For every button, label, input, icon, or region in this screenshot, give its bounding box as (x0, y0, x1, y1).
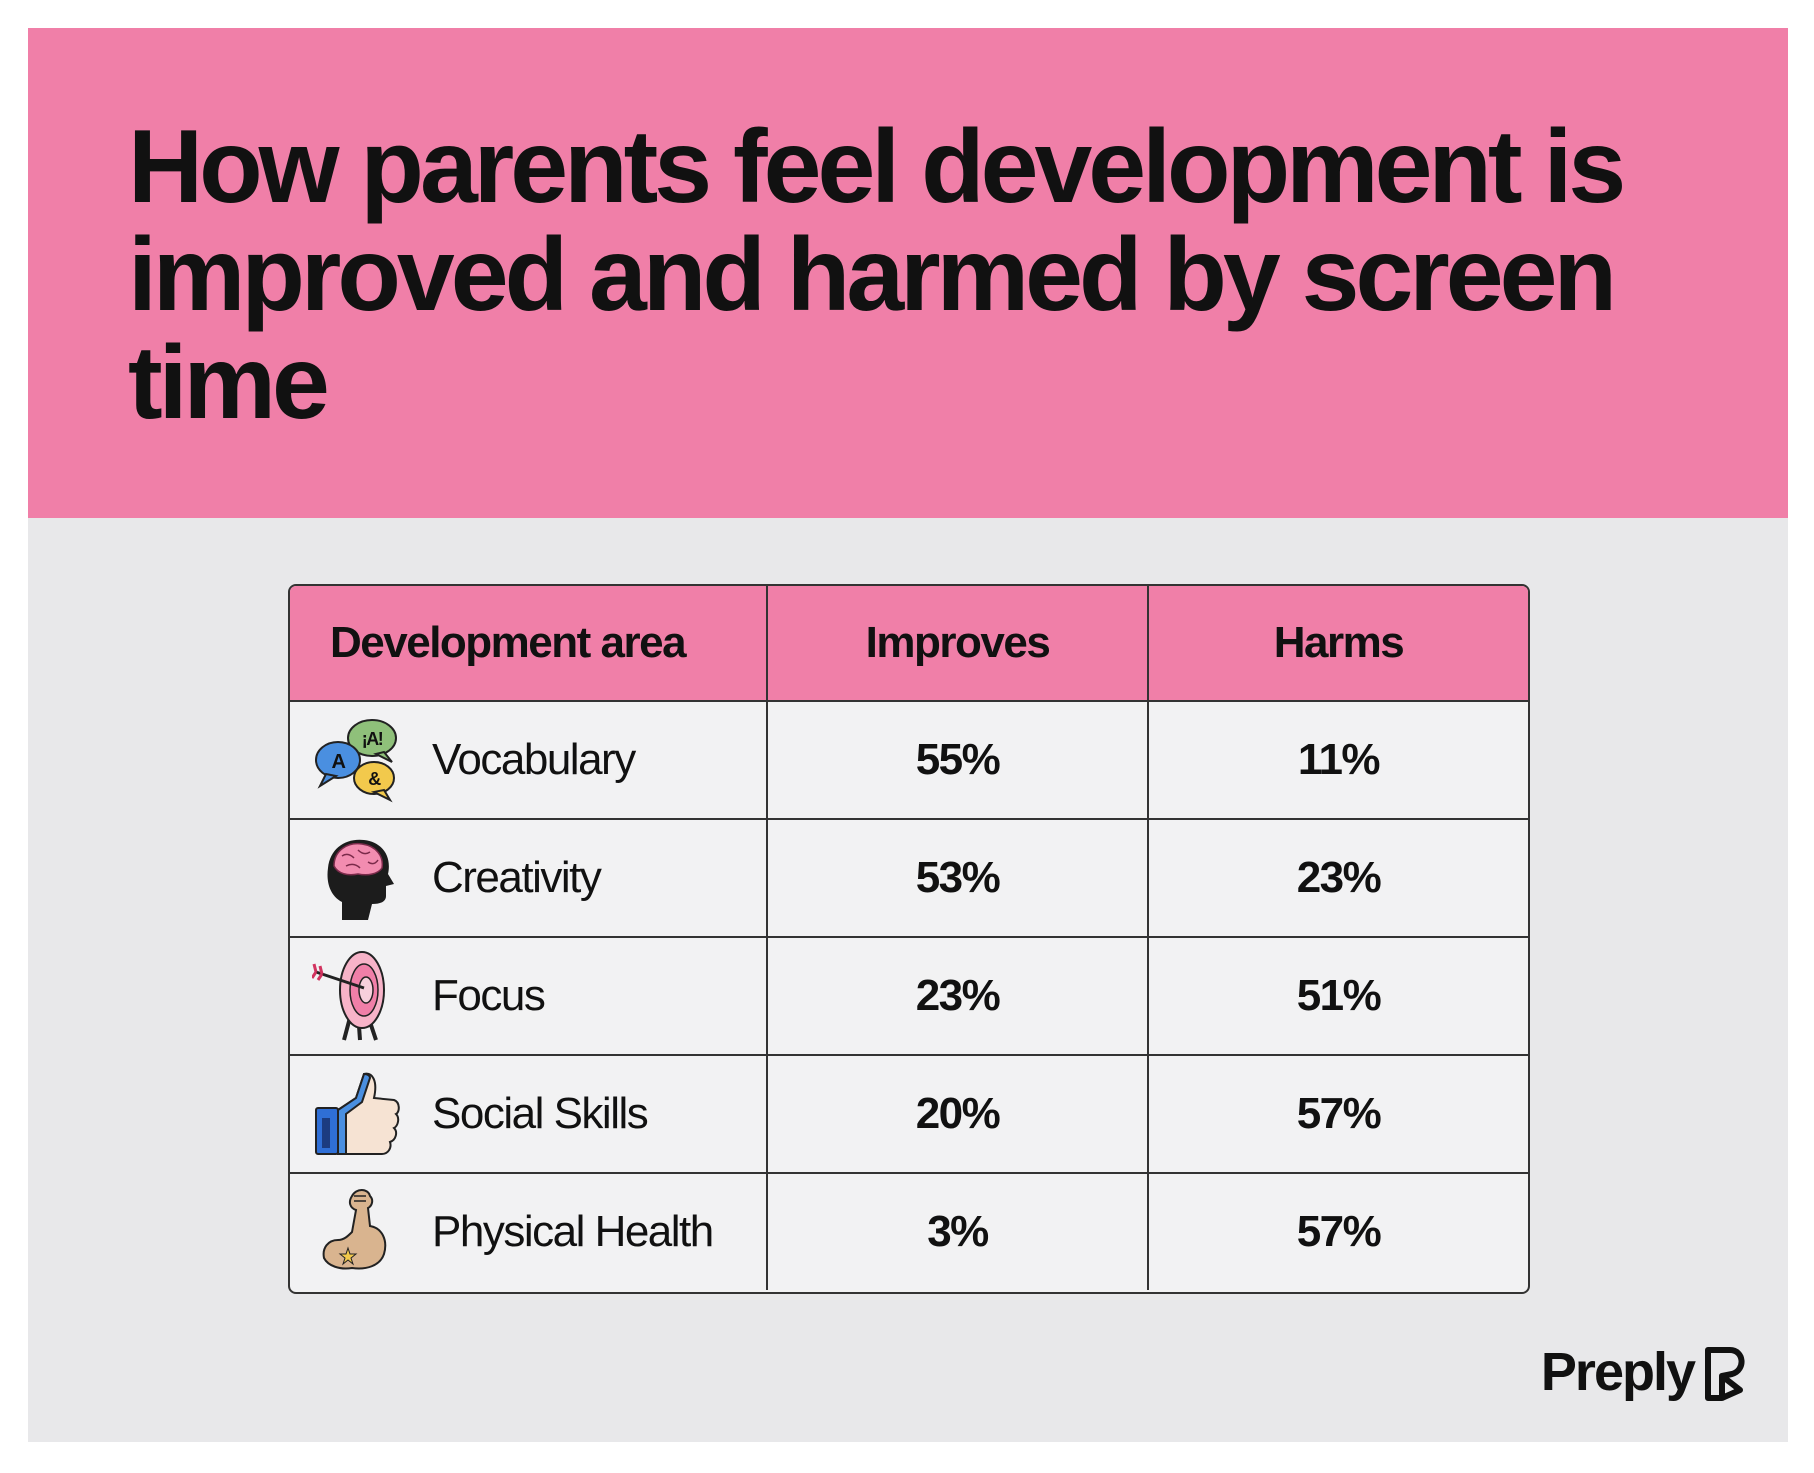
area-cell: Creativity (290, 819, 768, 938)
thumbs-up-icon (312, 1068, 404, 1160)
table-header-row: Development area Improves Harms (290, 586, 1528, 702)
area-cell: Focus (290, 937, 768, 1056)
svg-text:&: & (368, 769, 381, 789)
harms-value: 51% (1148, 937, 1528, 1056)
harms-value: 57% (1148, 1055, 1528, 1174)
table-row: ¡A! A & Vocabulary 55% 11% (290, 701, 1528, 820)
brain-head-icon (312, 832, 404, 924)
title-banner: How parents feel development is improved… (28, 28, 1788, 518)
target-arrow-icon (312, 950, 404, 1042)
area-cell: Social Skills (290, 1055, 768, 1174)
improves-value: 3% (767, 1173, 1149, 1290)
area-label: Vocabulary (432, 735, 636, 784)
improves-value: 20% (767, 1055, 1149, 1174)
area-label: Physical Health (432, 1207, 714, 1256)
improves-value: 55% (767, 701, 1149, 820)
svg-text:A: A (332, 751, 346, 773)
svg-text:¡A!: ¡A! (362, 729, 383, 749)
table-row: Creativity 53% 23% (290, 819, 1528, 938)
harms-value: 11% (1148, 701, 1528, 820)
column-header-harms: Harms (1148, 586, 1528, 702)
harms-value: 57% (1296, 1207, 1382, 1256)
area-cell: ¡A! A & Vocabulary (290, 701, 768, 820)
preply-logo: Preply (1541, 1340, 1750, 1404)
data-table: Development area Improves Harms (288, 584, 1530, 1294)
infographic-card: How parents feel development is improved… (28, 28, 1788, 1442)
column-header-improves: Improves (767, 586, 1149, 702)
table-row: Social Skills 20% 57% (290, 1055, 1528, 1174)
area-label: Creativity (432, 853, 602, 902)
preply-logo-icon (1705, 1347, 1745, 1401)
area-label: Focus (432, 971, 546, 1020)
speech-bubbles-icon: ¡A! A & (312, 714, 404, 806)
column-header-development-area: Development area (290, 586, 768, 702)
area-label: Social Skills (432, 1089, 649, 1138)
table-row: Focus 23% 51% (290, 937, 1528, 1056)
flexed-arm-icon (312, 1186, 404, 1278)
improves-value: 23% (767, 937, 1149, 1056)
harms-value: 23% (1148, 819, 1528, 938)
area-cell: Physical Health (290, 1173, 768, 1290)
brand-name: Preply (1540, 1342, 1696, 1402)
chart-title: How parents feel development is improved… (128, 109, 1626, 441)
improves-value: 53% (767, 819, 1149, 938)
table-row: Physical Health 3% 57% (290, 1173, 1528, 1290)
